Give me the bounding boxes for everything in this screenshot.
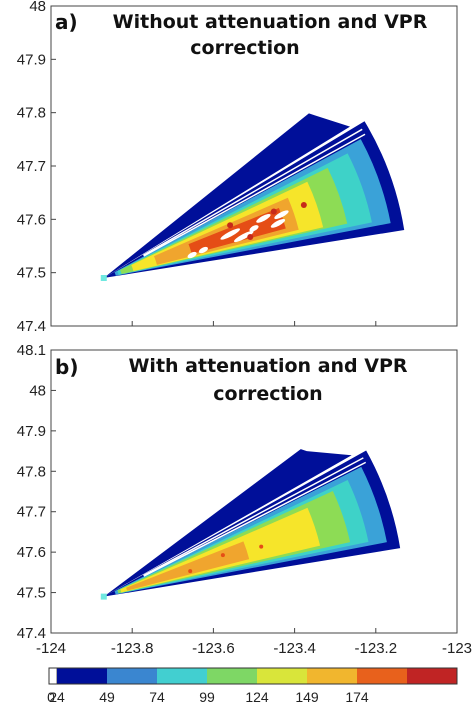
panel-a-y-ticks: 47.4 47.5 47.6 47.7 47.8 47.9 48 (17, 0, 56, 335)
panel-b-x-ticks: -124 -123.8 -123.6 -123.4 -123.2 -123 (36, 628, 472, 657)
panel-a-title-line1: Without attenuation and VPR (113, 11, 428, 33)
colorbar-cell (307, 668, 357, 684)
colorbar-frame (48, 667, 458, 685)
colorbar-cell (257, 668, 307, 684)
panel-a-label: a) (55, 10, 78, 34)
panel-a-ytick-label: 47.4 (17, 318, 46, 335)
radar-long-beam (103, 113, 351, 278)
colorbar-label: 0 (47, 689, 55, 705)
radar-site-marker (100, 593, 107, 600)
panel-b-xtick-label: -123.4 (273, 640, 316, 657)
beam-blockage-gap (143, 461, 367, 577)
panel-b-label: b) (55, 355, 78, 379)
panel-a-x-ticks (50, 321, 458, 326)
colorbar-label: 74 (149, 689, 165, 705)
beam-blockage-gap (143, 133, 366, 257)
panel-b-xtick-label: -123.2 (355, 640, 398, 657)
colorbar-label: 174 (345, 689, 369, 705)
radar-hot-cell (188, 569, 193, 574)
colorbar-label: 49 (99, 689, 115, 705)
radar-hot-cell (270, 208, 277, 215)
radar-band-orange (126, 541, 250, 591)
colorbar-cell (207, 668, 257, 684)
panel-b-ytick-label: 47.4 (17, 625, 46, 642)
beam-blockage-gap (142, 128, 363, 256)
panel-a-ytick-label: 47.9 (17, 51, 46, 68)
colorbar-label: 24 (49, 689, 65, 705)
panel-b-y-ticks: 47.4 47.5 47.6 47.7 47.8 47.9 48 48.1 (17, 342, 56, 642)
panel-b-ytick-label: 47.5 (17, 585, 46, 602)
radar-hot-cell (259, 544, 264, 549)
radar-clutter-speck (256, 214, 271, 223)
beam-blockage-gap (143, 457, 364, 577)
colorbar-label: 124 (245, 689, 269, 705)
panel-b-xtick-label: -123.6 (192, 640, 235, 657)
radar-long-beam (103, 449, 352, 597)
colorbar-label: 99 (199, 689, 215, 705)
panel-b-xtick-label: -124 (36, 640, 66, 657)
colorbar-cell (107, 668, 157, 684)
panel-a-ytick-label: 47.8 (17, 105, 46, 122)
panel-b-ytick-label: 47.7 (17, 504, 46, 521)
radar-clutter-speck (274, 210, 289, 220)
radar-hot-cell (300, 202, 307, 209)
panel-b-title-line1: With attenuation and VPR (128, 355, 407, 377)
panel-a-heatmap (100, 113, 405, 281)
radar-site-marker (100, 275, 107, 281)
panel-b-xtick-label: -123.8 (111, 640, 154, 657)
panel-b-ytick-label: 47.8 (17, 463, 46, 480)
panel-b-xtick-label: -123 (442, 640, 472, 657)
colorbar-cell (157, 668, 207, 684)
panel-b-heatmap (100, 449, 401, 600)
panel-b-ytick-label: 48.1 (17, 342, 46, 359)
panel-a-ytick-label: 47.5 (17, 265, 46, 282)
panel-a-ytick-label: 48 (29, 0, 46, 15)
radar-clutter-speck (220, 228, 241, 240)
radar-hot-cell (220, 553, 225, 558)
colorbar-cell (48, 667, 58, 685)
colorbar: 024 49 74 99 124 149 174 (47, 667, 458, 705)
panel-a-title-line2: correction (190, 37, 299, 59)
radar-clutter-speck (249, 225, 259, 232)
panel-b-ytick-label: 47.9 (17, 423, 46, 440)
panel-a-ytick-label: 47.6 (17, 211, 46, 228)
radar-hot-cell (247, 233, 254, 240)
colorbar-cell (57, 668, 107, 684)
radar-hot-cell (227, 222, 234, 229)
colorbar-cell (357, 668, 407, 684)
panel-a-ytick-label: 47.7 (17, 158, 46, 175)
colorbar-labels: 024 49 74 99 124 149 174 (47, 689, 369, 705)
colorbar-label: 149 (295, 689, 319, 705)
panel-a: 47.4 47.5 47.6 47.7 47.8 47.9 48 a) Without at… (17, 0, 458, 335)
radar-clutter-speck (270, 219, 286, 228)
panel-b-title-line2: correction (213, 383, 322, 405)
radar-clutter-speck (187, 251, 197, 259)
radar-clutter-speck (198, 246, 208, 254)
radar-clutter-speck (233, 230, 254, 243)
panel-b-ytick-label: 48 (29, 382, 46, 399)
colorbar-cell (407, 668, 457, 684)
colorbar-cells (48, 667, 457, 685)
panel-b-ytick-label: 47.6 (17, 544, 46, 561)
panel-b: 47.4 47.5 47.6 47.7 47.8 47.9 48 48.1 -124 -123.… (17, 342, 472, 657)
